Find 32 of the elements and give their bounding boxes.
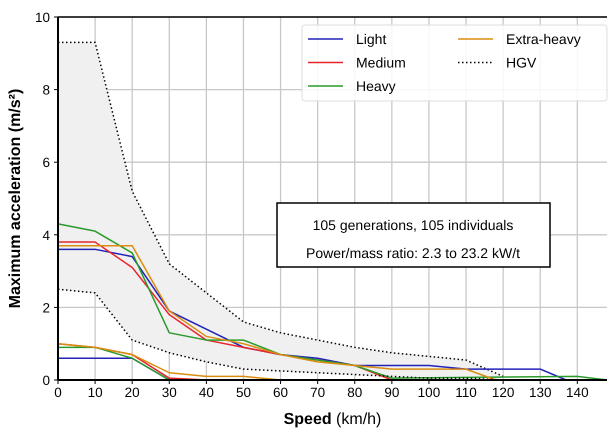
x-tick-label: 140 bbox=[566, 385, 589, 400]
x-tick-label: 80 bbox=[347, 385, 362, 400]
x-tick-label: 120 bbox=[492, 385, 514, 400]
x-tick-label: 60 bbox=[273, 385, 288, 400]
legend-label: Medium bbox=[356, 54, 406, 70]
x-axis-title: Speed (km/h) bbox=[284, 411, 382, 428]
line-series bbox=[57, 248, 567, 381]
annotation: Power/mass ratio: 2.3 to 23.2 kW/t bbox=[306, 245, 520, 261]
legend-label: Heavy bbox=[356, 78, 396, 94]
y-axis-title: Maximum acceleration (m/s²) bbox=[7, 88, 24, 308]
x-tick-label: 10 bbox=[88, 385, 103, 400]
x-tick-label: 0 bbox=[54, 385, 62, 400]
x-tick-label: 110 bbox=[455, 385, 477, 400]
legend-label: HGV bbox=[506, 54, 537, 70]
x-tick-label: 100 bbox=[418, 385, 440, 400]
y-tick-label: 2 bbox=[42, 300, 50, 316]
y-tick-label: 10 bbox=[34, 10, 50, 25]
legend-label: Light bbox=[356, 31, 386, 47]
legend-label: Extra-heavy bbox=[506, 31, 581, 47]
x-tick-label: 130 bbox=[528, 385, 552, 400]
y-tick-label: 0 bbox=[42, 373, 50, 388]
x-tick-label: 20 bbox=[124, 385, 140, 400]
y-tick-label: 4 bbox=[42, 228, 50, 243]
x-tick-label: 40 bbox=[198, 385, 214, 400]
x-tick-label: 50 bbox=[236, 385, 251, 400]
x-tick-label: 70 bbox=[310, 385, 326, 400]
annotation: 105 generations, 105 individuals bbox=[312, 217, 514, 233]
x-tick-label: 30 bbox=[162, 385, 177, 400]
text-box: 105 generations, 105 individuals Power/mass ratio: 2.3 to 23.2 kW/t bbox=[276, 202, 551, 268]
y-tick-label: 6 bbox=[42, 155, 50, 170]
y-tick-label: 8 bbox=[42, 82, 50, 98]
x-tick-label: 90 bbox=[384, 385, 400, 400]
